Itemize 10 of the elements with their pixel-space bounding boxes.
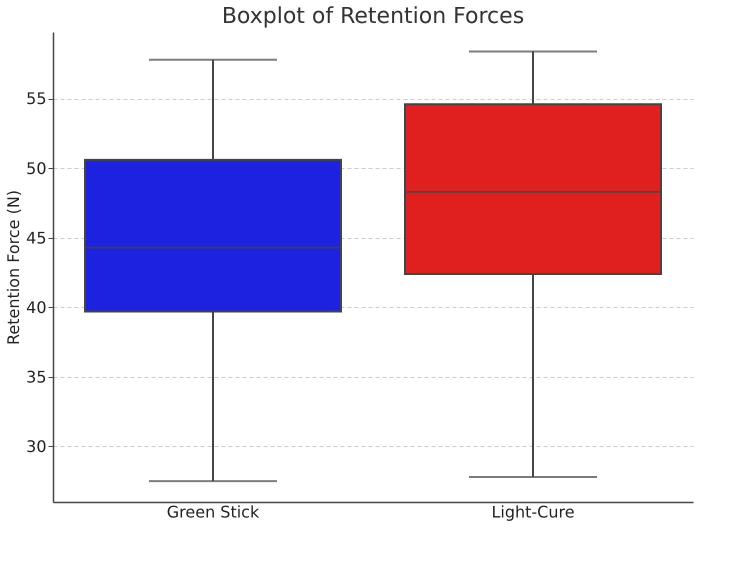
y-tick-label: 55	[26, 89, 46, 108]
x-tick-label: Green Stick	[166, 502, 260, 522]
chart-title: Boxplot of Retention Forces	[222, 4, 524, 29]
x-tick-label: Light-Cure	[491, 502, 575, 522]
y-tick-label: 50	[26, 158, 46, 178]
y-tick-label: 30	[26, 436, 46, 456]
y-axis-title: Retention Force (N)	[4, 190, 24, 346]
y-tick-label: 35	[26, 367, 46, 386]
y-tick-label: 40	[26, 298, 46, 317]
y-tick-label: 45	[26, 228, 46, 248]
